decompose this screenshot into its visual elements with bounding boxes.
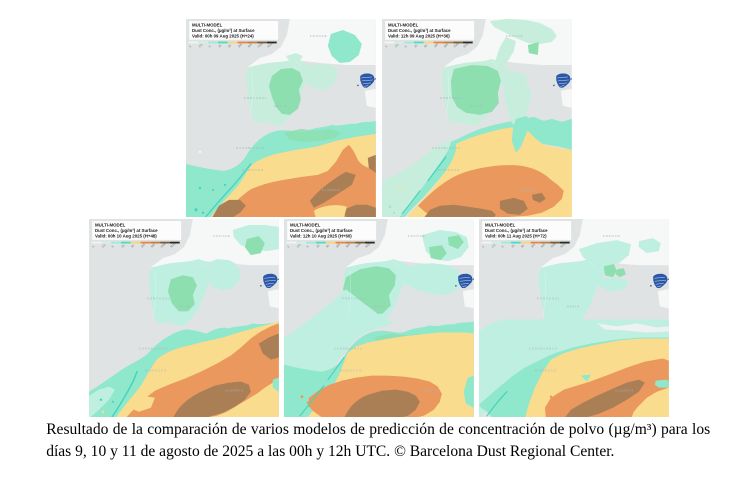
svg-text:Dust Conc., (µg/m³) at Surface: Dust Conc., (µg/m³) at Surface — [388, 28, 451, 33]
svg-text:1: 1 — [188, 44, 192, 48]
svg-text:20: 20 — [414, 43, 419, 48]
svg-text:5: 5 — [404, 44, 408, 48]
svg-text:FRANCE: FRANCE — [310, 34, 328, 38]
svg-text:MULTI-MODEL: MULTI-MODEL — [290, 222, 321, 227]
svg-text:CASABLANCA: CASABLANCA — [334, 346, 363, 350]
svg-text:2.5: 2.5 — [198, 43, 204, 49]
svg-text:5: 5 — [208, 44, 212, 48]
svg-text:SPAIN: SPAIN — [177, 304, 190, 308]
svg-text:Dust Conc., (µg/m³) at Surface: Dust Conc., (µg/m³) at Surface — [290, 228, 353, 233]
svg-text:ALGERIA: ALGERIA — [420, 388, 439, 392]
svg-text:MOROCCO: MOROCCO — [145, 368, 167, 372]
svg-text:FRANCE: FRANCE — [603, 234, 621, 238]
svg-text:PORTUGAL: PORTUGAL — [537, 296, 561, 300]
svg-text:MOROCCO: MOROCCO — [535, 368, 557, 372]
svg-text:5000: 5000 — [364, 241, 371, 248]
svg-text:SPAIN: SPAIN — [567, 304, 580, 308]
svg-text:SPAIN: SPAIN — [372, 304, 385, 308]
svg-text:FRANCE: FRANCE — [506, 34, 524, 38]
svg-text:200: 200 — [335, 242, 341, 248]
svg-text:20: 20 — [511, 243, 516, 248]
svg-text:Valid: 00h 10 Aug 2025 (H+48): Valid: 00h 10 Aug 2025 (H+48) — [95, 233, 157, 238]
svg-text:20: 20 — [120, 243, 125, 248]
svg-text:2000: 2000 — [354, 241, 361, 248]
svg-text:5000: 5000 — [560, 241, 567, 248]
svg-text:5: 5 — [501, 244, 505, 248]
svg-text:CASABLANCA: CASABLANCA — [236, 146, 265, 150]
svg-text:PORTUGAL: PORTUGAL — [147, 296, 171, 300]
svg-text:MULTI-MODEL: MULTI-MODEL — [192, 23, 223, 28]
svg-text:500: 500 — [443, 42, 449, 48]
svg-text:20: 20 — [315, 243, 320, 248]
svg-text:2.5: 2.5 — [394, 43, 400, 49]
svg-text:1: 1 — [481, 244, 485, 248]
svg-text:Valid: 12h 10 Aug 2025 (H+60): Valid: 12h 10 Aug 2025 (H+60) — [290, 233, 352, 238]
svg-text:ALGERIA: ALGERIA — [322, 188, 341, 192]
svg-text:50: 50 — [424, 43, 429, 48]
svg-text:CASABLANCA: CASABLANCA — [529, 346, 558, 350]
svg-text:CASABLANCA: CASABLANCA — [432, 146, 461, 150]
svg-text:ALGERIA: ALGERIA — [518, 188, 537, 192]
svg-text:1: 1 — [91, 244, 95, 248]
svg-text:500: 500 — [150, 242, 156, 248]
svg-text:CASABLANCA: CASABLANCA — [139, 346, 168, 350]
svg-text:50: 50 — [130, 243, 135, 248]
svg-text:200: 200 — [530, 242, 536, 248]
svg-text:ALGERIA: ALGERIA — [615, 388, 634, 392]
svg-text:5000: 5000 — [463, 41, 470, 48]
svg-text:2.5: 2.5 — [296, 242, 302, 248]
svg-text:50: 50 — [520, 243, 525, 248]
svg-text:Valid: 12h 09 Aug 2025 (H+36): Valid: 12h 09 Aug 2025 (H+36) — [388, 34, 450, 39]
svg-text:MOROCCO: MOROCCO — [340, 368, 362, 372]
svg-text:PORTUGAL: PORTUGAL — [440, 96, 464, 100]
svg-text:2000: 2000 — [453, 41, 460, 48]
svg-text:20: 20 — [217, 43, 222, 48]
svg-text:FRANCE: FRANCE — [408, 234, 426, 238]
svg-text:50: 50 — [227, 43, 232, 48]
svg-text:FRANCE: FRANCE — [213, 234, 231, 238]
svg-text:SPAIN: SPAIN — [470, 104, 483, 108]
svg-text:50: 50 — [325, 243, 330, 248]
svg-text:2.5: 2.5 — [101, 242, 107, 248]
svg-text:MOROCCO: MOROCCO — [438, 168, 460, 172]
svg-text:1: 1 — [286, 244, 290, 248]
svg-text:500: 500 — [345, 242, 351, 248]
svg-text:Dust Conc., (µg/m³) at Surface: Dust Conc., (µg/m³) at Surface — [192, 28, 255, 33]
svg-text:MULTI-MODEL: MULTI-MODEL — [388, 23, 419, 28]
svg-text:MULTI-MODEL: MULTI-MODEL — [95, 222, 126, 227]
svg-text:5000: 5000 — [169, 241, 176, 248]
svg-text:1: 1 — [384, 44, 388, 48]
svg-text:Dust Conc., (µg/m³) at Surface: Dust Conc., (µg/m³) at Surface — [95, 228, 158, 233]
svg-text:SPAIN: SPAIN — [274, 104, 287, 108]
svg-text:5: 5 — [305, 244, 309, 248]
svg-text:Valid: 00h 11 Aug 2025 (H+72): Valid: 00h 11 Aug 2025 (H+72) — [485, 233, 547, 238]
svg-text:2.5: 2.5 — [491, 242, 497, 248]
svg-text:2000: 2000 — [257, 41, 264, 48]
svg-text:5: 5 — [111, 244, 115, 248]
svg-text:Dust Conc., (µg/m³) at Surface: Dust Conc., (µg/m³) at Surface — [485, 228, 548, 233]
svg-text:200: 200 — [433, 42, 439, 48]
svg-text:MULTI-MODEL: MULTI-MODEL — [485, 222, 516, 227]
svg-text:500: 500 — [540, 242, 546, 248]
svg-text:200: 200 — [237, 42, 243, 48]
svg-text:ALGERIA: ALGERIA — [225, 388, 244, 392]
svg-text:PORTUGAL: PORTUGAL — [342, 296, 366, 300]
svg-text:5000: 5000 — [266, 41, 273, 48]
svg-text:2000: 2000 — [160, 241, 167, 248]
svg-text:Valid: 00h 09 Aug 2025 (H+24): Valid: 00h 09 Aug 2025 (H+24) — [192, 34, 254, 39]
svg-text:200: 200 — [140, 242, 146, 248]
svg-text:2000: 2000 — [550, 241, 557, 248]
svg-text:PORTUGAL: PORTUGAL — [244, 96, 268, 100]
svg-text:MOROCCO: MOROCCO — [242, 168, 264, 172]
svg-text:500: 500 — [247, 42, 253, 48]
